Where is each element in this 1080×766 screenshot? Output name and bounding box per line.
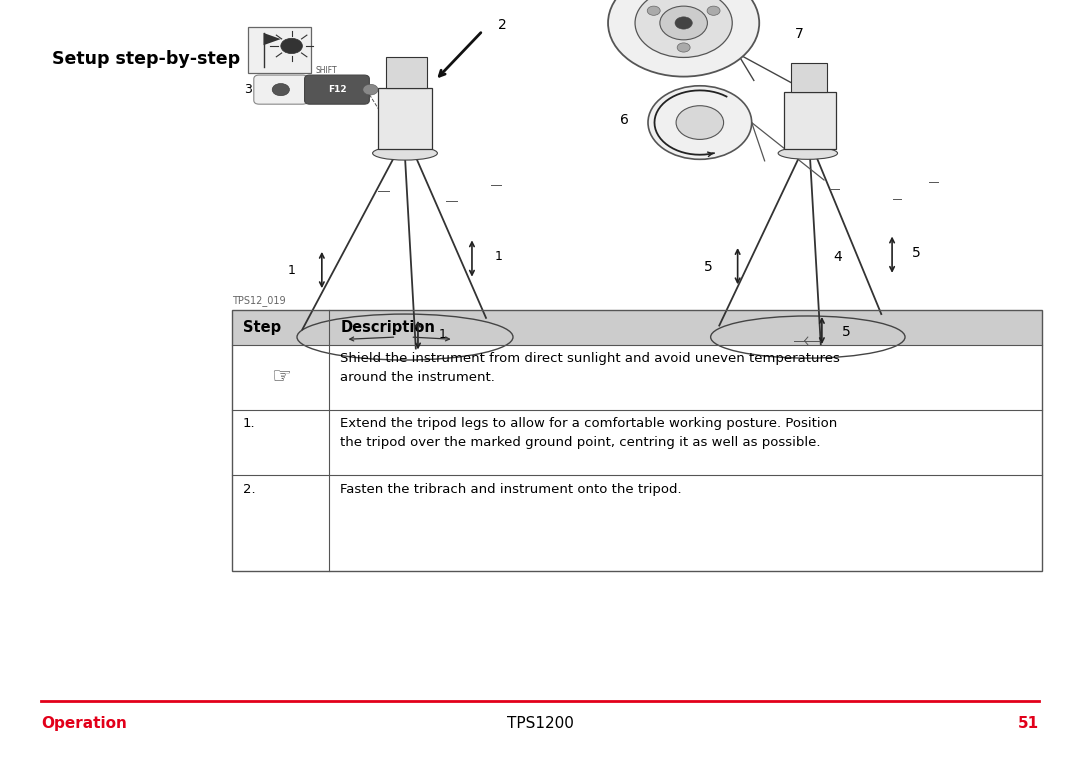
Text: ☞: ☞ [271, 367, 291, 388]
Bar [248, 27, 311, 73]
Text: TPS12_019: TPS12_019 [232, 296, 286, 306]
Ellipse shape [778, 147, 838, 159]
Text: Shield the instrument from direct sunlight and avoid uneven temperatures
around : Shield the instrument from direct sunlig… [340, 352, 840, 384]
Circle shape [608, 0, 759, 77]
Circle shape [363, 84, 378, 95]
Polygon shape [264, 33, 281, 45]
Bar [386, 57, 427, 88]
Bar [232, 310, 1042, 345]
Circle shape [675, 17, 692, 29]
Text: 3: 3 [244, 83, 253, 96]
Bar [791, 63, 827, 92]
Circle shape [647, 6, 660, 15]
Text: Setup step-by-step: Setup step-by-step [52, 50, 240, 67]
Text: 1: 1 [495, 250, 503, 263]
Circle shape [272, 83, 289, 96]
Bar [232, 310, 1042, 571]
Text: Description: Description [340, 320, 435, 335]
Text: 4: 4 [834, 250, 842, 264]
Text: 1.: 1. [243, 417, 256, 430]
Text: 1: 1 [287, 264, 296, 277]
Text: Extend the tripod legs to allow for a comfortable working posture. Position
the : Extend the tripod legs to allow for a co… [340, 417, 837, 449]
Circle shape [677, 43, 690, 52]
Circle shape [635, 0, 732, 57]
Text: 6: 6 [620, 113, 629, 127]
Bar [378, 88, 432, 149]
Text: TPS1200: TPS1200 [507, 716, 573, 732]
FancyBboxPatch shape [305, 75, 369, 104]
Text: 1: 1 [438, 329, 447, 341]
Bar [784, 92, 836, 149]
Text: 5: 5 [912, 246, 920, 260]
Circle shape [281, 38, 302, 54]
Ellipse shape [373, 146, 437, 160]
Circle shape [648, 86, 752, 159]
Text: F12: F12 [327, 85, 347, 94]
Circle shape [707, 6, 720, 15]
FancyBboxPatch shape [254, 75, 308, 104]
Text: SHIFT: SHIFT [315, 66, 337, 75]
Circle shape [676, 106, 724, 139]
Text: 7: 7 [795, 28, 804, 41]
Text: 2.: 2. [243, 483, 256, 496]
Text: 5: 5 [704, 260, 713, 273]
Circle shape [660, 6, 707, 40]
Text: Fasten the tribrach and instrument onto the tripod.: Fasten the tribrach and instrument onto … [340, 483, 681, 496]
Text: Step: Step [243, 320, 281, 335]
Text: 51: 51 [1017, 716, 1039, 732]
Text: Operation: Operation [41, 716, 127, 732]
Text: 5: 5 [842, 325, 851, 339]
Text: 2: 2 [498, 18, 507, 32]
